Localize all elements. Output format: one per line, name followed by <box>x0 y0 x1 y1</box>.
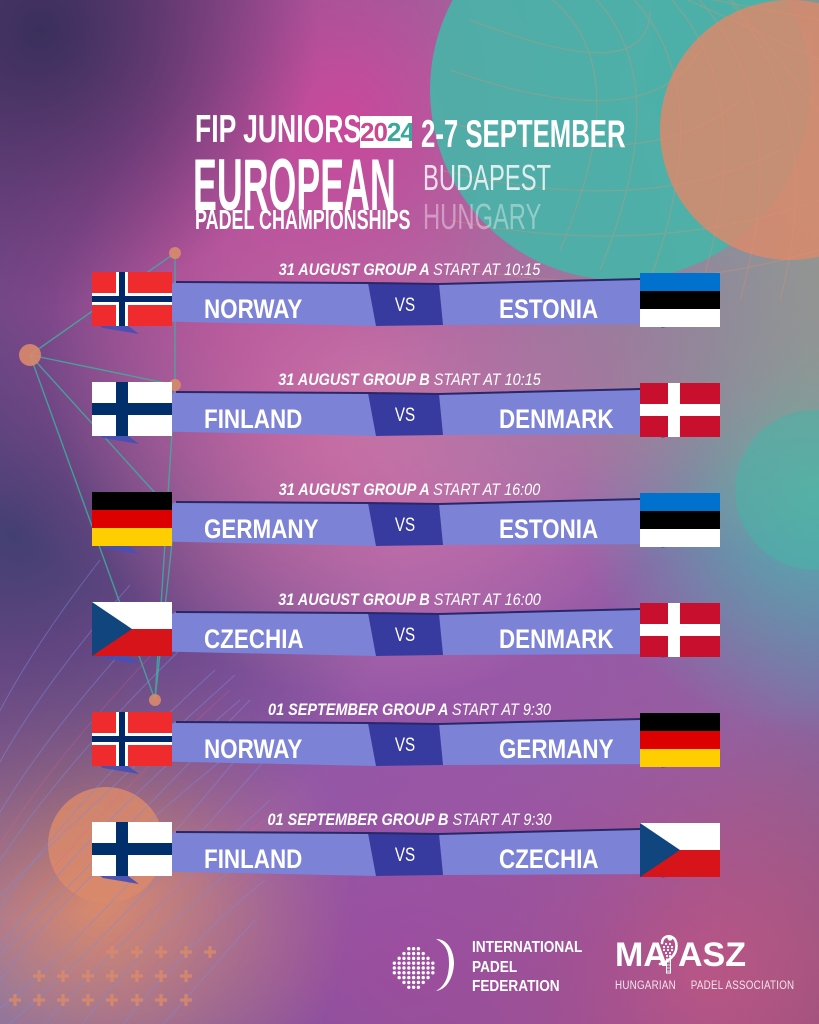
svg-text:MA: MA <box>615 936 668 974</box>
svg-text:ASZ: ASZ <box>678 936 746 974</box>
